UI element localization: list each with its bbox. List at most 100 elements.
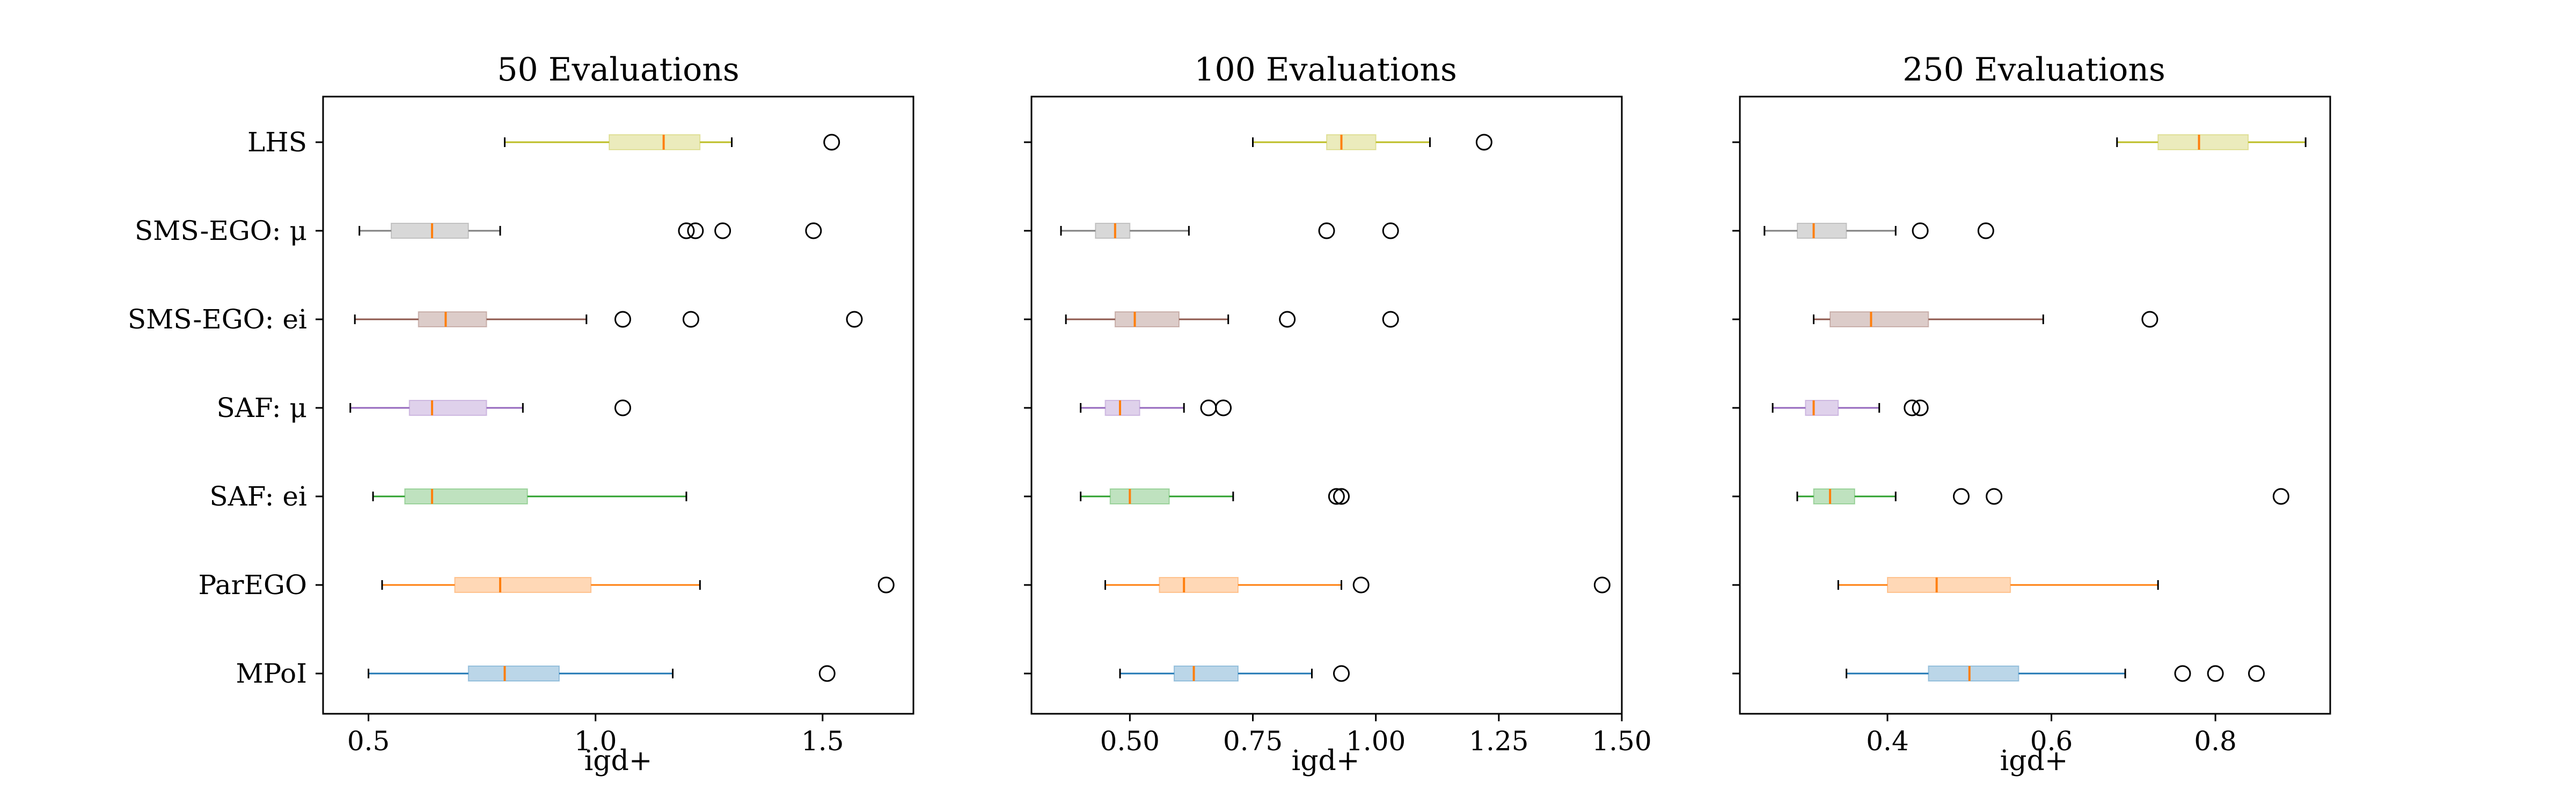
x-tick-label: 0.8	[2194, 726, 2237, 757]
outlier-point	[1977, 222, 1994, 239]
outlier-point	[1279, 311, 1296, 328]
box-parego	[1104, 576, 1611, 594]
plot-frame	[322, 96, 914, 715]
outlier-point	[2248, 665, 2265, 682]
outlier-point	[1904, 399, 1921, 416]
x-tick-label: 0.50	[1100, 726, 1160, 757]
iqr-box	[418, 311, 487, 327]
x-axis-label: igd+	[2000, 745, 2068, 777]
box-sms-ego-ei	[354, 311, 863, 328]
iqr-box	[1813, 488, 1855, 504]
outlier-point	[1953, 488, 1970, 505]
outlier-point	[818, 665, 836, 682]
panel-title: 250 Evaluations	[1902, 51, 2165, 89]
iqr-box	[1114, 311, 1180, 327]
outlier-point	[1475, 134, 1492, 151]
outlier-point	[1593, 576, 1611, 594]
category-label: SAF: μ	[216, 392, 307, 423]
outlier-point	[2207, 665, 2224, 682]
iqr-box	[1109, 488, 1170, 504]
box-lhs	[503, 134, 840, 151]
category-label: LHS	[247, 127, 307, 158]
outlier-point	[682, 311, 699, 328]
x-tick-label: 0.6	[2030, 726, 2073, 757]
iqr-box	[1159, 577, 1239, 593]
x-axis-label: igd+	[584, 745, 653, 777]
outlier-point	[1912, 222, 1929, 239]
panel-50-evaluations: 50 Evaluations igd+ 0.5 1.0 1.5 LHS SMS-EGO:…	[128, 51, 914, 777]
x-tick-label: 1.5	[801, 726, 844, 757]
outlier-point	[1215, 399, 1232, 416]
box-saf-ei	[1796, 488, 2289, 505]
category-label: MPoI	[236, 658, 307, 689]
iqr-box	[1326, 134, 1377, 150]
iqr-box	[454, 577, 592, 593]
box-mpoi	[1846, 665, 2265, 682]
outlier-point	[805, 222, 822, 239]
panel-title: 100 Evaluations	[1194, 51, 1457, 89]
box-sms-ego	[1763, 222, 1994, 239]
x-tick-label: 1.0	[574, 726, 617, 757]
outlier-point	[1333, 665, 1350, 682]
category-label: SMS-EGO: ei	[128, 304, 307, 335]
iqr-box	[1095, 223, 1131, 239]
panel-100-evaluations: 100 Evaluations igd+ 0.50 0.75 1.00 1.25 1.5…	[1024, 51, 1652, 777]
iqr-box	[1887, 577, 2011, 593]
iqr-box	[1928, 665, 2019, 682]
x-tick-label: 1.25	[1469, 726, 1528, 757]
outlier-point	[1352, 576, 1370, 594]
box-sms-ego	[1060, 222, 1399, 239]
iqr-box	[1829, 311, 1929, 327]
outlier-point	[687, 222, 704, 239]
box-mpoi	[1119, 665, 1350, 682]
box-saf-ei	[372, 488, 687, 504]
iqr-box	[467, 665, 560, 682]
box-saf	[349, 399, 631, 416]
outlier-point	[1382, 222, 1399, 239]
iqr-box	[408, 400, 487, 416]
iqr-box	[609, 134, 701, 150]
outlier-point	[1986, 488, 2003, 505]
outlier-point	[1382, 311, 1399, 328]
box-sms-ego	[358, 222, 822, 239]
iqr-box	[1805, 400, 1839, 416]
box-mpoi	[368, 665, 836, 682]
panel-title: 50 Evaluations	[497, 51, 739, 89]
outlier-point	[614, 311, 631, 328]
x-tick-label: 0.75	[1223, 726, 1283, 757]
x-axis-label: igd+	[1292, 745, 1360, 777]
iqr-box	[1104, 400, 1140, 416]
category-label: ParEGO	[198, 569, 307, 601]
outlier-point	[1333, 488, 1350, 505]
box-saf	[1080, 399, 1232, 416]
outlier-point	[614, 399, 631, 416]
box-parego	[381, 576, 895, 594]
x-tick-label: 1.50	[1592, 726, 1651, 757]
outlier-point	[2272, 488, 2289, 505]
outlier-point	[1912, 399, 1929, 416]
box-saf-ei	[1080, 488, 1350, 505]
box-sms-ego-ei	[1813, 311, 2158, 328]
outlier-point	[714, 222, 731, 239]
outlier-point	[1200, 399, 1217, 416]
box-lhs	[2116, 134, 2307, 150]
x-tick-label: 0.4	[1866, 726, 1909, 757]
outlier-point	[2141, 311, 2158, 328]
outlier-point	[678, 222, 695, 239]
plot-frame	[1030, 96, 1623, 715]
iqr-box	[2157, 134, 2249, 150]
iqr-box	[1796, 223, 1847, 239]
box-sms-ego-ei	[1065, 311, 1399, 328]
plot-frame	[1739, 96, 2331, 715]
iqr-box	[390, 223, 469, 239]
outlier-point	[877, 576, 895, 594]
box-parego	[1837, 577, 2159, 593]
outlier-point	[1318, 222, 1335, 239]
box-lhs	[1252, 134, 1492, 151]
outlier-point	[1328, 488, 1345, 505]
iqr-box	[404, 488, 528, 504]
outlier-point	[846, 311, 863, 328]
iqr-box	[1173, 665, 1239, 682]
x-tick-label: 1.00	[1346, 726, 1406, 757]
